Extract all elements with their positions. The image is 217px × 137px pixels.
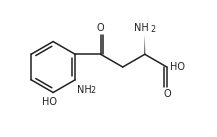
Text: NH: NH (77, 85, 92, 95)
Text: NH: NH (135, 23, 149, 33)
Text: O: O (97, 23, 105, 33)
Text: O: O (163, 89, 171, 99)
Text: HO: HO (170, 62, 185, 72)
Polygon shape (144, 35, 145, 54)
Text: 2: 2 (90, 86, 95, 95)
Text: HO: HO (42, 97, 57, 107)
Text: 2: 2 (150, 25, 155, 34)
